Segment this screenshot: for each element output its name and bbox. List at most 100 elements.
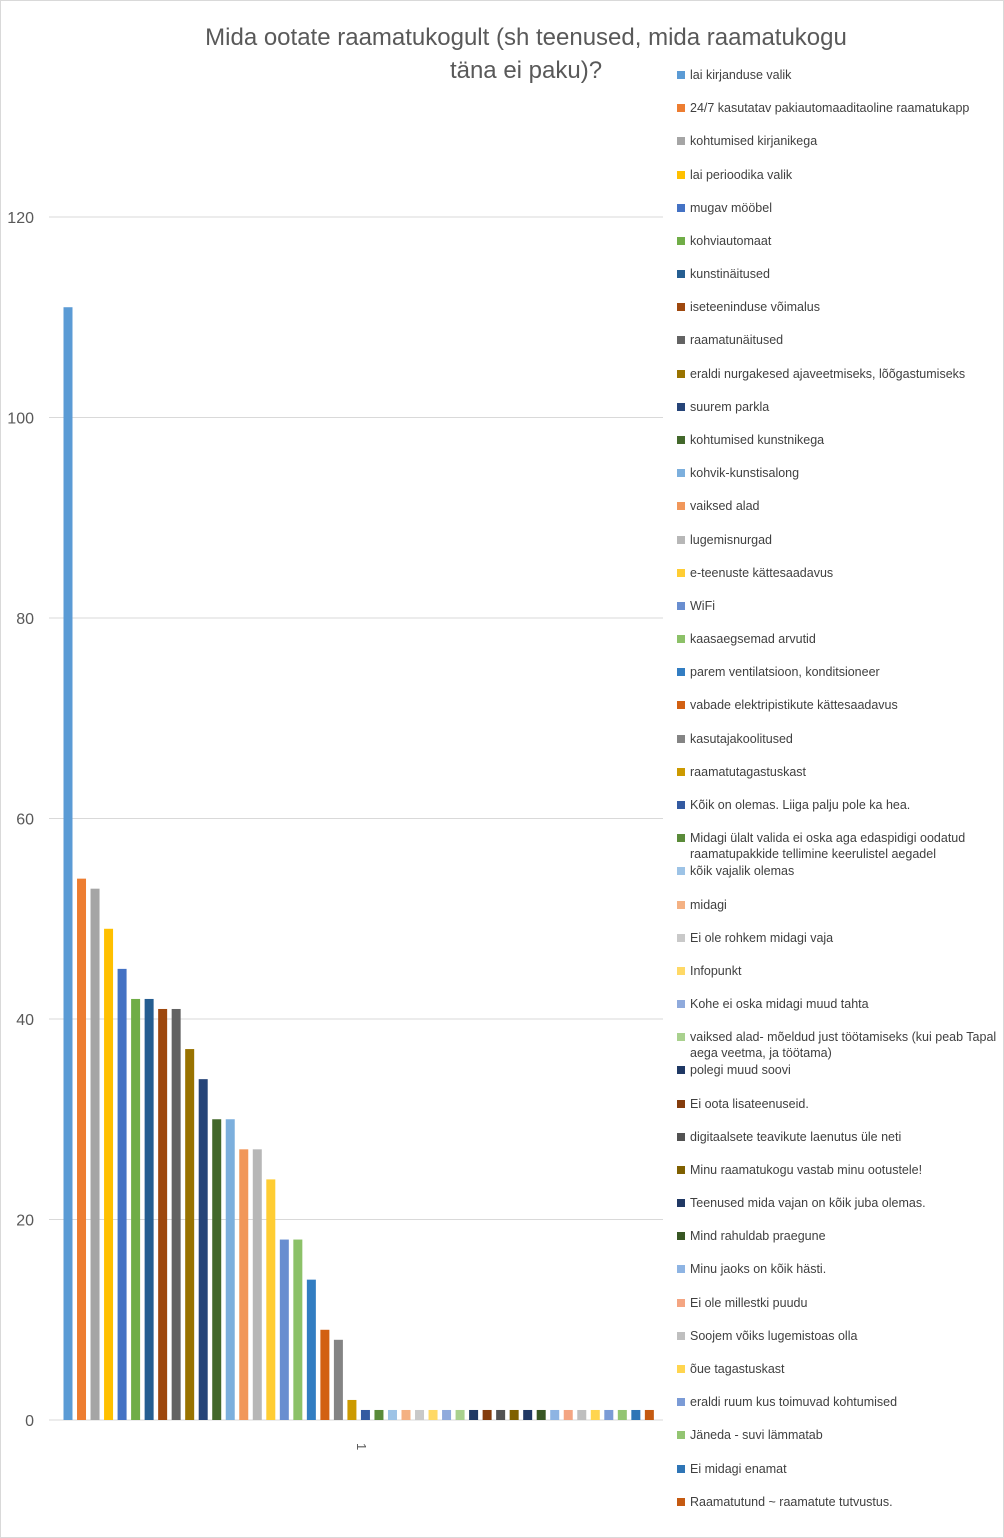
legend-swatch	[677, 1298, 685, 1307]
legend-label: kohtumised kirjanikega	[690, 134, 818, 149]
bar	[158, 1008, 168, 1420]
legend-item: kohviautomaat	[677, 233, 999, 249]
legend-swatch	[677, 1165, 685, 1174]
legend-swatch	[677, 966, 685, 975]
legend-item: kaasaegsemad arvutid	[677, 631, 999, 647]
legend-item: Ei ole rohkem midagi vaja	[677, 930, 999, 946]
legend-label: Raamatutund ~ raamatute tutvustus.	[690, 1494, 893, 1509]
legend-label: lugemisnurgad	[690, 532, 772, 547]
bar	[482, 1409, 492, 1420]
legend-item: iseteeninduse võimalus	[677, 299, 999, 315]
legend-item: Ei midagi enamat	[677, 1461, 999, 1477]
legend-label: kaasaegsemad arvutid	[690, 632, 816, 647]
y-tick-label: 40	[16, 1012, 34, 1029]
legend-label: Jäneda - suvi lämmatab	[690, 1428, 823, 1443]
legend-label: raamatutagastuskast	[690, 764, 807, 779]
legend-swatch	[677, 270, 685, 279]
legend-label: Soojem võiks lugemistoas olla	[690, 1328, 858, 1343]
bar	[374, 1409, 384, 1420]
legend-swatch	[677, 1331, 685, 1340]
legend-item: Mind rahuldab praegune	[677, 1228, 999, 1244]
bar	[550, 1409, 560, 1420]
legend-swatch	[677, 104, 685, 113]
legend-swatch	[677, 1497, 685, 1506]
legend-item: kohvik-kunstisalong	[677, 465, 999, 481]
legend-item: digitaalsete teavikute laenutus üle neti	[677, 1129, 999, 1145]
legend-item: Minu jaoks on kõik hästi.	[677, 1261, 999, 1277]
legend-label: suurem parkla	[690, 399, 770, 414]
legend-label: vabade elektripistikute kättesaadavus	[690, 698, 898, 713]
legend-swatch	[677, 303, 685, 312]
legend-label: midagi	[690, 897, 727, 912]
legend-item: kasutajakoolitused	[677, 731, 999, 747]
legend-item: Teenused mida vajan on kõik juba olemas.	[677, 1195, 999, 1211]
legend-swatch	[677, 800, 685, 809]
legend-item: Minu raamatukogu vastab minu ootustele!	[677, 1162, 999, 1178]
bar	[171, 1008, 181, 1420]
legend-item: e-teenuste kättesaadavus	[677, 565, 999, 581]
legend-item: raamatutagastuskast	[677, 764, 999, 780]
legend-label: 24/7 kasutatav pakiautomaaditaoline raam…	[690, 101, 970, 116]
legend-swatch	[677, 668, 685, 677]
legend-item: suurem parkla	[677, 399, 999, 415]
legend-label: kohvik-kunstisalong	[690, 466, 800, 481]
bar	[631, 1409, 641, 1420]
legend-swatch	[677, 1265, 685, 1274]
legend-swatch	[677, 701, 685, 710]
bar	[239, 1149, 249, 1420]
legend-label: mugav mööbel	[690, 200, 772, 215]
bar	[455, 1409, 465, 1420]
bar	[144, 998, 154, 1420]
legend-item: Midagi ülalt valida ei oska aga edaspidi…	[677, 830, 999, 862]
legend-label: eraldi nurgakesed ajaveetmiseks, lõõgast…	[690, 366, 966, 381]
bar	[117, 968, 127, 1420]
bar	[604, 1409, 614, 1420]
legend-swatch	[677, 767, 685, 776]
legend-swatch	[677, 1000, 685, 1009]
legend-item: lai kirjanduse valik	[677, 67, 999, 83]
legend-item: Soojem võiks lugemistoas olla	[677, 1328, 999, 1344]
bar	[320, 1329, 330, 1420]
bar	[496, 1409, 506, 1420]
legend-swatch	[677, 1199, 685, 1208]
legend-label: Midagi ülalt valida ei oska aga edaspidi…	[690, 831, 966, 862]
bar	[212, 1119, 222, 1420]
bar	[590, 1409, 600, 1420]
legend-swatch	[677, 170, 685, 179]
bar	[387, 1409, 397, 1420]
legend-item: parem ventilatsioon, konditsioneer	[677, 664, 999, 680]
legend-label: kunstinäitused	[690, 267, 770, 282]
legend-label: parem ventilatsioon, konditsioneer	[690, 665, 880, 680]
legend-swatch	[677, 1132, 685, 1141]
legend-swatch	[677, 137, 685, 146]
bar	[523, 1409, 533, 1420]
legend-item: WiFi	[677, 598, 999, 614]
bar	[185, 1049, 195, 1420]
legend-label: digitaalsete teavikute laenutus üle neti	[690, 1129, 902, 1144]
y-tick-label: 120	[7, 210, 34, 227]
legend-label: Kõik on olemas. Liiga palju pole ka hea.	[690, 797, 911, 812]
legend-item: Ei oota lisateenuseid.	[677, 1096, 999, 1112]
legend-label: Teenused mida vajan on kõik juba olemas.	[690, 1196, 926, 1211]
legend-swatch	[677, 1464, 685, 1473]
legend-item: vaiksed alad- mõeldud just töötamiseks (…	[677, 1029, 999, 1061]
legend-swatch	[677, 1066, 685, 1075]
legend-swatch	[677, 734, 685, 743]
bar	[577, 1409, 587, 1420]
legend-swatch	[677, 336, 685, 345]
bar	[644, 1409, 654, 1420]
legend-label: vaiksed alad	[690, 499, 760, 514]
x-category-label: 1	[354, 1443, 369, 1450]
y-tick-label: 100	[7, 411, 34, 428]
legend-swatch	[677, 635, 685, 644]
legend-label: polegi muud soovi	[690, 1063, 791, 1078]
bar	[198, 1079, 208, 1420]
legend-label: Ei ole rohkem midagi vaja	[690, 930, 834, 945]
legend-label: WiFi	[690, 598, 715, 613]
legend-swatch	[677, 71, 685, 79]
legend-label: eraldi ruum kus toimuvad kohtumised	[690, 1395, 898, 1410]
bar	[428, 1409, 438, 1420]
legend-item: õue tagastuskast	[677, 1361, 999, 1377]
legend-item: eraldi ruum kus toimuvad kohtumised	[677, 1394, 999, 1410]
